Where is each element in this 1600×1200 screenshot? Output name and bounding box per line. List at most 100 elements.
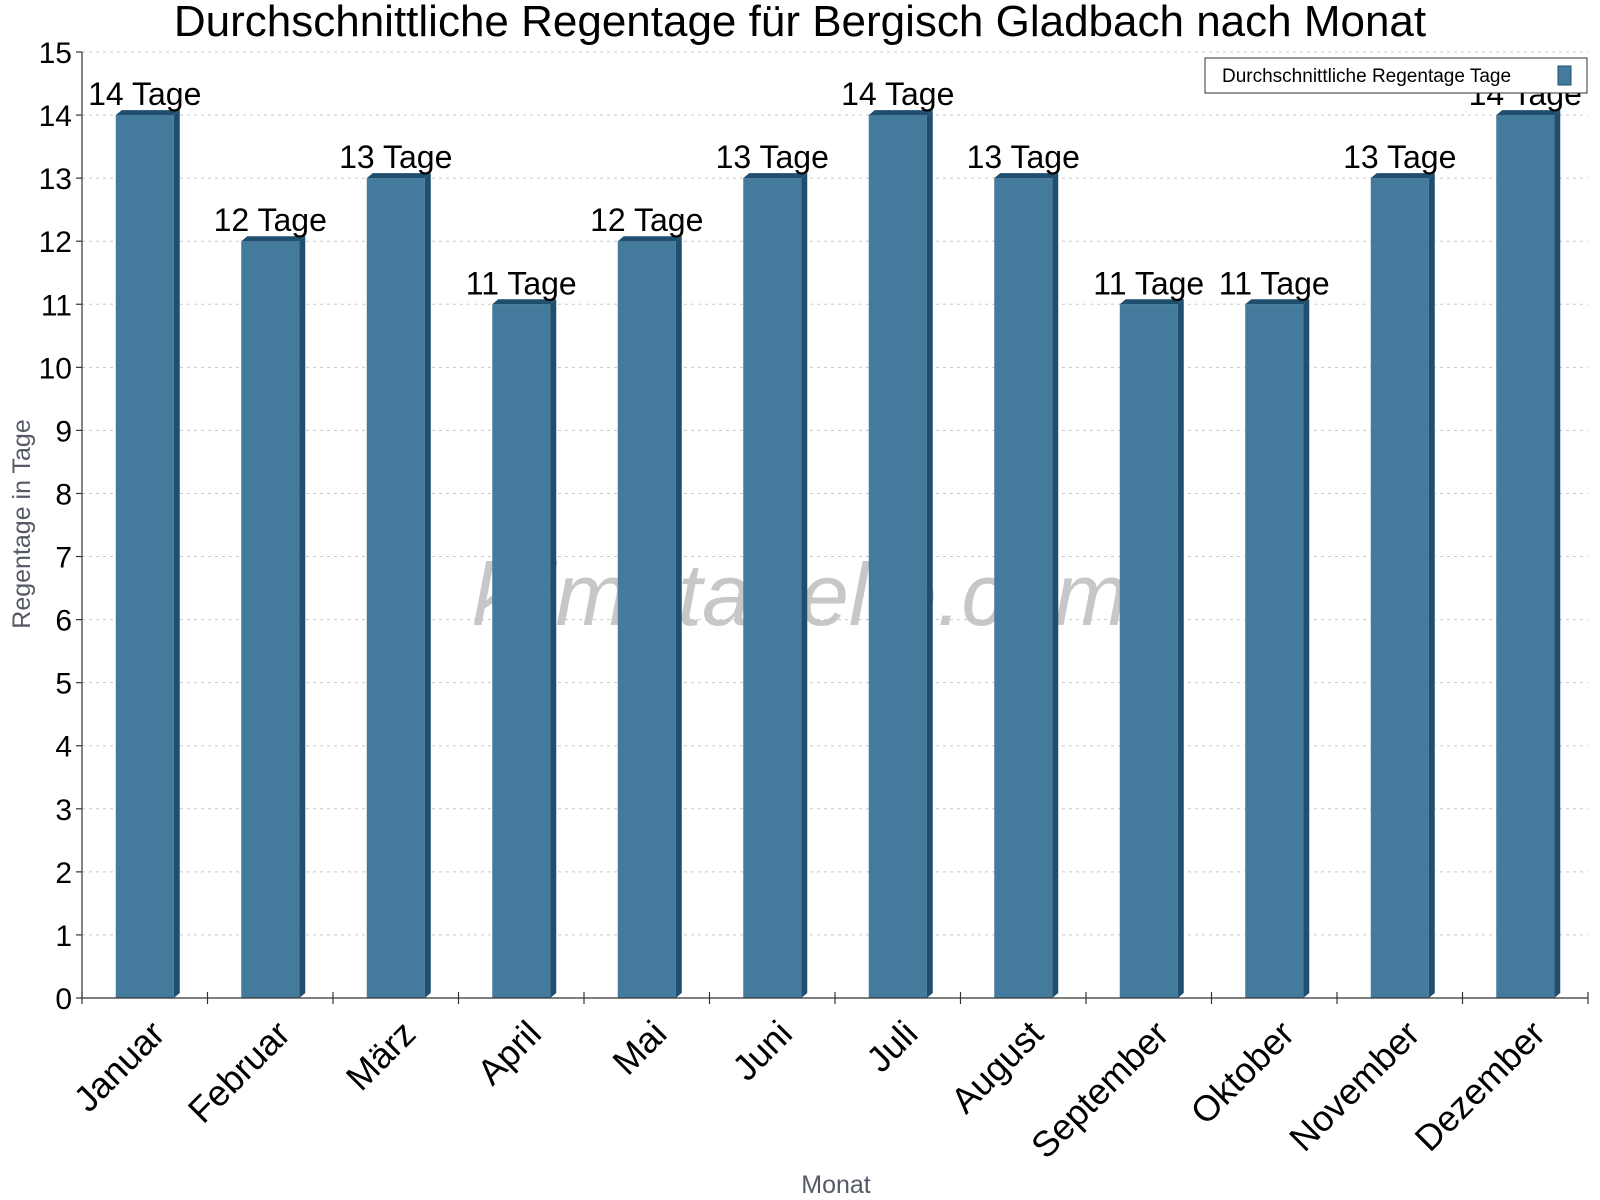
x-tick-label: Februar bbox=[180, 1013, 298, 1131]
bar-top bbox=[994, 173, 1059, 179]
bar-side bbox=[550, 299, 557, 998]
x-tick-label: Dezember bbox=[1406, 1013, 1552, 1159]
bar-april bbox=[492, 299, 557, 998]
bar-januar bbox=[115, 110, 180, 999]
y-tick-label: 3 bbox=[55, 794, 72, 827]
chart-title: Durchschnittliche Regentage für Bergisch… bbox=[174, 0, 1426, 46]
data-label: 14 Tage bbox=[841, 76, 954, 112]
y-tick-label: 13 bbox=[39, 163, 72, 196]
y-tick-label: 15 bbox=[39, 37, 72, 70]
bar-front bbox=[743, 178, 802, 999]
bar-top bbox=[366, 173, 431, 179]
y-tick-label: 7 bbox=[55, 542, 72, 575]
data-label: 13 Tage bbox=[1343, 139, 1456, 175]
bar-top bbox=[868, 110, 933, 116]
bar-front bbox=[115, 115, 174, 999]
bar-side bbox=[173, 110, 180, 999]
bar-side bbox=[1177, 299, 1184, 998]
bar-side bbox=[299, 236, 306, 998]
bar-mai bbox=[617, 236, 682, 998]
bar-front bbox=[1245, 304, 1304, 998]
y-tick-label: 4 bbox=[55, 731, 72, 764]
legend-series-label: Durchschnittliche Regentage Tage bbox=[1222, 66, 1511, 87]
bar-front bbox=[1119, 304, 1178, 998]
data-label: 13 Tage bbox=[967, 139, 1080, 175]
data-label: 11 Tage bbox=[466, 265, 577, 301]
x-tick-label: Mai bbox=[604, 1013, 674, 1083]
x-tick-label: Juni bbox=[724, 1013, 800, 1089]
bar-side bbox=[1428, 173, 1435, 999]
y-tick-label: 12 bbox=[39, 226, 72, 259]
x-axis-label: Monat bbox=[801, 1171, 871, 1199]
data-label: 12 Tage bbox=[214, 202, 327, 238]
legend: Durchschnittliche Regentage Tage bbox=[1204, 57, 1588, 94]
y-tick-label: 1 bbox=[55, 920, 72, 953]
data-label: 11 Tage bbox=[1219, 265, 1330, 301]
y-tick-label: 5 bbox=[55, 668, 72, 701]
bar-august bbox=[994, 173, 1059, 999]
bar-oktober bbox=[1245, 299, 1310, 998]
y-tick-label: 8 bbox=[55, 478, 72, 511]
bar-side bbox=[424, 173, 431, 999]
x-tick-label: August bbox=[943, 1013, 1051, 1121]
x-tick-label: April bbox=[469, 1013, 549, 1093]
bar-top bbox=[743, 173, 808, 179]
x-tick-label: Juli bbox=[858, 1013, 925, 1080]
bar-front bbox=[492, 304, 551, 998]
bar-top bbox=[115, 110, 180, 116]
bar-side bbox=[675, 236, 682, 998]
bar-dezember bbox=[1496, 110, 1561, 999]
y-tick-label: 10 bbox=[39, 352, 72, 385]
bar-top bbox=[1245, 299, 1310, 305]
bar-front bbox=[994, 178, 1053, 999]
x-tick-label: Januar bbox=[66, 1013, 173, 1120]
bar-side bbox=[1052, 173, 1059, 999]
bar-top bbox=[492, 299, 557, 305]
legend-series-swatch bbox=[1557, 65, 1572, 86]
bar-juni bbox=[743, 173, 808, 999]
bar-side bbox=[1554, 110, 1561, 999]
data-label: 14 Tage bbox=[88, 76, 201, 112]
data-label: 13 Tage bbox=[716, 139, 829, 175]
y-tick-label: 14 bbox=[39, 100, 72, 133]
y-tick-label: 11 bbox=[41, 289, 72, 322]
data-label: 12 Tage bbox=[590, 202, 703, 238]
bar-front bbox=[1370, 178, 1429, 999]
bar-front bbox=[366, 178, 425, 999]
y-tick-label: 2 bbox=[55, 857, 72, 890]
y-axis-label: Regentage in Tage bbox=[8, 419, 36, 628]
bar-side bbox=[926, 110, 933, 999]
bar-front bbox=[1496, 115, 1555, 999]
bar-top bbox=[1370, 173, 1435, 179]
bar-november bbox=[1370, 173, 1435, 999]
x-tick-label: Oktober bbox=[1182, 1013, 1302, 1133]
y-tick-label: 6 bbox=[55, 605, 72, 638]
gridlines bbox=[82, 51, 1588, 936]
legend-box bbox=[1204, 57, 1588, 94]
bar-februar bbox=[241, 236, 306, 998]
data-label: 11 Tage bbox=[1093, 265, 1204, 301]
axes bbox=[76, 51, 1589, 1004]
bar-front bbox=[241, 241, 300, 998]
y-tick-label: 9 bbox=[55, 415, 72, 448]
bar-märz bbox=[366, 173, 431, 999]
bar-front bbox=[868, 115, 927, 999]
x-tick-labels: Januar Februar März April Mai Juni Juli AugustS… bbox=[66, 1013, 1553, 1167]
bar-juli bbox=[868, 110, 933, 999]
x-tick-label: März bbox=[338, 1013, 424, 1099]
bar-top bbox=[617, 236, 682, 242]
y-tick-label: 0 bbox=[55, 983, 72, 1016]
bars bbox=[115, 110, 1561, 999]
bar-front bbox=[617, 241, 676, 998]
bar-top bbox=[1119, 299, 1184, 305]
data-label: 13 Tage bbox=[339, 139, 452, 175]
data-labels: 14 Tage 12 Tage 13 Tage 11 Tage 12 Tage 13 Ta… bbox=[88, 76, 1582, 301]
bar-top bbox=[1496, 110, 1561, 116]
bar-september bbox=[1119, 299, 1184, 998]
bar-side bbox=[801, 173, 808, 999]
x-tick-label: November bbox=[1281, 1013, 1427, 1159]
x-tick-label: September bbox=[1023, 1013, 1177, 1167]
